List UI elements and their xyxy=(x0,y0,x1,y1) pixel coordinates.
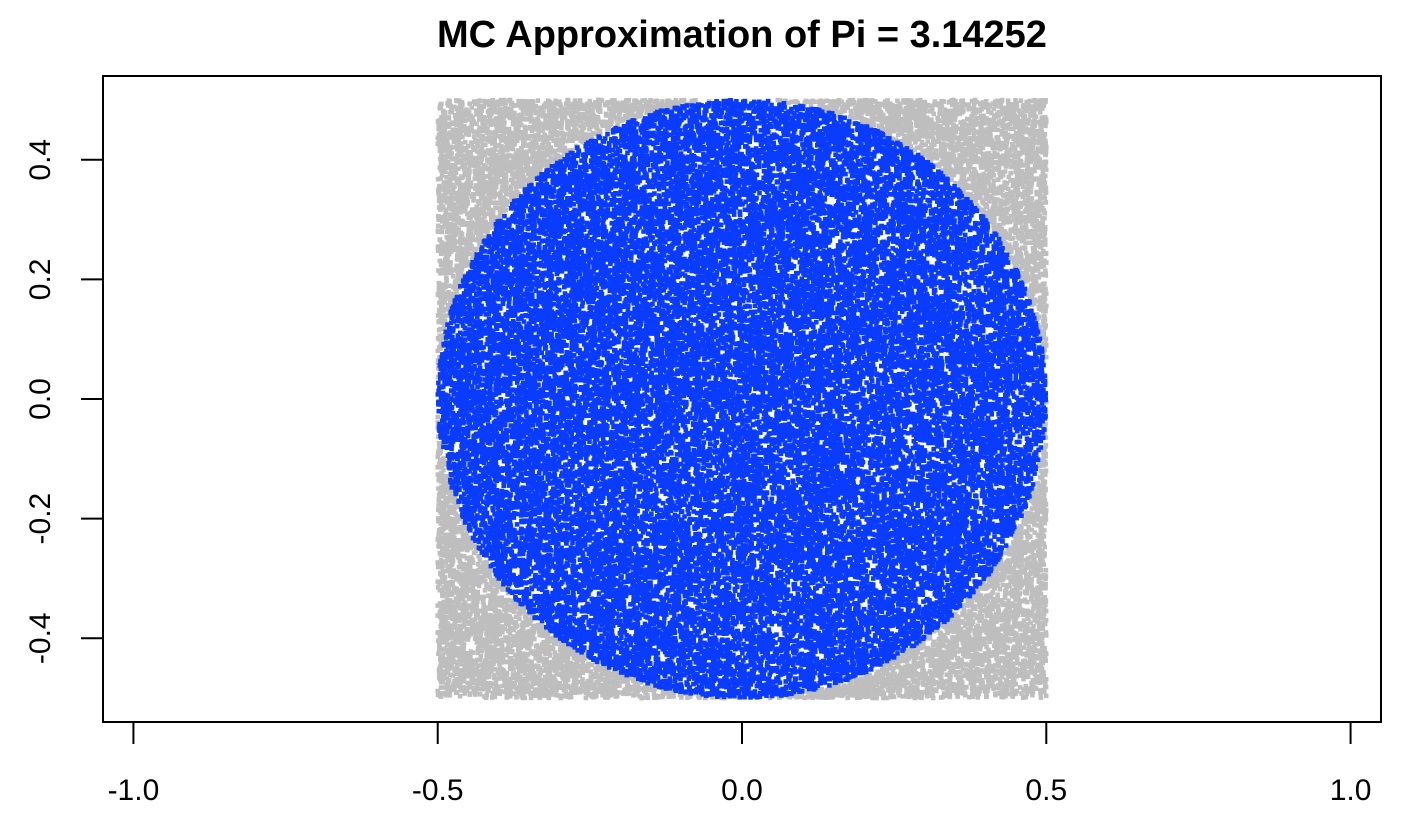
outside-point xyxy=(435,465,440,470)
outside-point xyxy=(1019,691,1024,696)
outside-point xyxy=(972,167,977,172)
outside-point xyxy=(443,110,448,115)
scatter-points xyxy=(435,98,1048,701)
outside-point xyxy=(1043,242,1048,247)
outside-point xyxy=(486,148,491,153)
outside-point xyxy=(436,224,441,229)
outside-point xyxy=(1044,632,1049,637)
outside-point xyxy=(1003,595,1008,600)
outside-point xyxy=(994,128,999,133)
outside-point xyxy=(1038,637,1043,642)
outside-point xyxy=(984,694,989,699)
outside-point xyxy=(1012,212,1017,217)
outside-point xyxy=(798,694,803,699)
outside-point xyxy=(1039,469,1044,474)
outside-point xyxy=(497,676,502,681)
chart-title: MC Approximation of Pi = 3.14252 xyxy=(437,14,1047,56)
outside-point xyxy=(440,225,445,230)
